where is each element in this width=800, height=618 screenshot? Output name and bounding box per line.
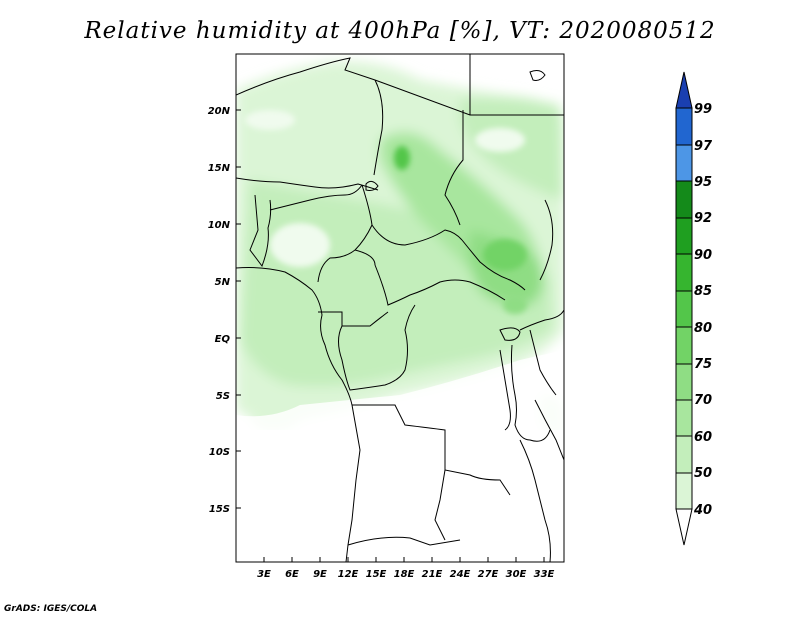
lon-label-9e: 9E xyxy=(313,569,327,580)
humid-core-ethiopia xyxy=(503,296,527,314)
colorbar-bin-50-60 xyxy=(675,435,693,474)
colorbar-label-85: 85 xyxy=(694,284,712,299)
border-ethiopia xyxy=(539,199,554,281)
lake-victoria xyxy=(499,327,521,341)
border-congo xyxy=(318,311,389,327)
colorbar-label-50: 50 xyxy=(694,466,712,481)
lon-label-30e: 30E xyxy=(506,569,527,580)
dry-patch-1 xyxy=(270,223,330,267)
colorbar-bin-75-80 xyxy=(675,326,693,365)
lake-tanganyika xyxy=(499,349,511,431)
border-mozambique xyxy=(519,439,551,562)
colorbar-label-90: 90 xyxy=(694,248,712,263)
border-drc xyxy=(338,304,416,391)
lon-label-21e: 21E xyxy=(422,569,443,580)
colorbar-label-40: 40 xyxy=(693,503,712,518)
humid-core-darfur xyxy=(483,239,527,271)
colorbar-top-arrow xyxy=(675,71,693,109)
colorbar-bin-60-70 xyxy=(675,399,693,437)
grads-credit: GrADS: IGES/COLA xyxy=(4,604,98,614)
border-kenya xyxy=(529,329,557,396)
border-sudan-west xyxy=(444,110,464,226)
colorbar-label-75: 75 xyxy=(694,357,712,372)
border-sudan-south xyxy=(461,239,526,291)
border-angola xyxy=(352,404,511,496)
colorbar-label-99: 99 xyxy=(694,102,712,117)
coast-ne-island xyxy=(529,70,546,81)
border-cameroon xyxy=(354,249,376,266)
dry-patch-3 xyxy=(245,110,295,130)
lon-label-12e: 12E xyxy=(338,569,359,580)
lake-chad xyxy=(365,180,379,191)
humidity-shading xyxy=(236,54,564,562)
lat-label-15n: 15N xyxy=(208,163,231,174)
border-chad-car xyxy=(371,224,463,246)
colorbar-bin-90-92 xyxy=(675,217,693,255)
colorbar-bin-70-75 xyxy=(675,363,693,401)
colorbar-label-70: 70 xyxy=(694,393,712,408)
lon-label-27e: 27E xyxy=(478,569,499,580)
humid-core-tchad xyxy=(394,146,410,170)
lat-label-5n: 5N xyxy=(215,277,231,288)
lon-label-33e: 33E xyxy=(534,569,555,580)
colorbar-label-92: 92 xyxy=(694,211,712,226)
lat-label-15s: 15S xyxy=(209,504,230,515)
lon-label-18e: 18E xyxy=(394,569,415,580)
lat-label-10s: 10S xyxy=(209,447,230,458)
coastline-east-lakes xyxy=(510,344,551,442)
coastline-east xyxy=(519,309,564,331)
colorbar-label-80: 80 xyxy=(694,321,712,336)
colorbar-bin-80-85 xyxy=(675,290,693,328)
lon-label-3e: 3E xyxy=(257,569,271,580)
border-car-south xyxy=(374,264,506,306)
lat-axis: 20N 15N 10N 5N EQ 5S 10S 15S xyxy=(208,106,241,515)
colorbar-label-95: 95 xyxy=(694,175,712,190)
colorbar-bin-92-95 xyxy=(675,180,693,219)
lat-label-eq: EQ xyxy=(215,334,231,345)
borders xyxy=(236,54,564,562)
lon-label-24e: 24E xyxy=(450,569,471,580)
coastline-west-africa xyxy=(236,267,353,406)
lat-label-20n: 20N xyxy=(208,106,231,117)
colorbar-bin-95-97 xyxy=(675,144,693,182)
lon-axis: 3E 6E 9E 12E 15E 18E 21E 24E 27E 30E 33E xyxy=(257,557,555,580)
colorbar: 99 97 95 92 90 85 80 75 70 60 50 40 xyxy=(675,71,713,546)
colorbar-bin-40-50 xyxy=(675,472,693,510)
colorbar-bin-97-99 xyxy=(675,107,693,146)
colorbar-bin-85-90 xyxy=(675,253,693,292)
colorbar-label-60: 60 xyxy=(694,430,712,445)
lat-label-5s: 5S xyxy=(216,391,230,402)
colorbar-label-97: 97 xyxy=(694,139,713,154)
border-tanzania xyxy=(534,399,564,461)
border-namibia xyxy=(347,536,461,546)
border-egypt-south xyxy=(374,79,564,116)
lon-label-6e: 6E xyxy=(285,569,299,580)
colorbar-bottom-arrow xyxy=(675,508,693,546)
border-west-small xyxy=(249,194,272,268)
map-title: Relative humidity at 400hPa [%], VT: 202… xyxy=(84,18,716,44)
border-nigeria-north xyxy=(269,184,363,211)
border-chad-north xyxy=(373,79,384,176)
map-frame xyxy=(235,53,565,563)
dry-patch-2 xyxy=(475,128,525,152)
border-algeria-niger xyxy=(236,57,376,96)
lon-label-15e: 15E xyxy=(366,569,387,580)
coastline-southwest-africa xyxy=(345,404,361,562)
lat-label-10n: 10N xyxy=(208,220,231,231)
border-zambia xyxy=(434,469,446,541)
